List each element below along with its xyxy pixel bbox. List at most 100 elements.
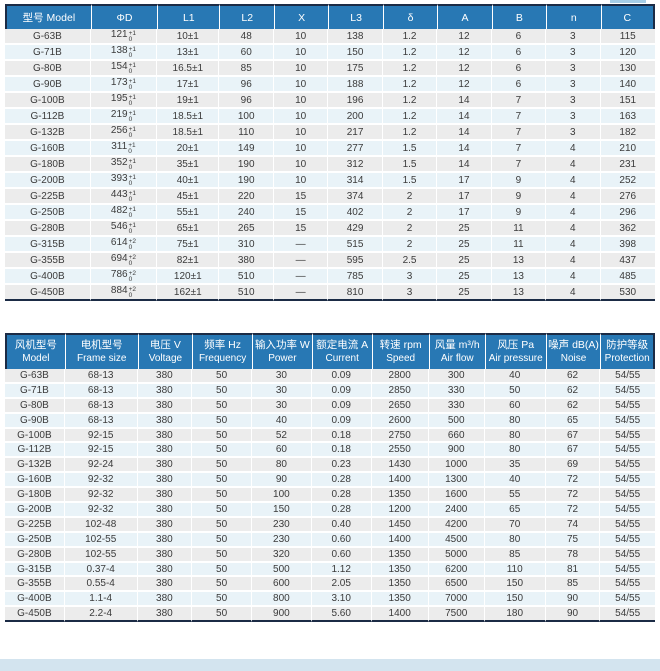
value-cell: 314 [328, 173, 383, 189]
column-header: 噪声 dB(A) Noise [545, 333, 601, 369]
value-cell: 14 [437, 157, 492, 173]
value-cell: 68-13 [64, 383, 138, 399]
table-row: G-63B 121 +1 0 10±1 48 10 138 1.2 12 6 3 115 [5, 29, 655, 45]
tolerance-stack: +1 0 [128, 222, 136, 235]
value-cell: 7 [491, 125, 547, 141]
value-cell: 50 [192, 607, 252, 623]
column-header: 额定电流 A Current [311, 333, 372, 369]
model-cell: G-180B [5, 157, 91, 173]
value-cell: 595 [328, 253, 383, 269]
table-row: G-250B 102-55 380 50 230 0.60 1400 4500 80 75 54/5… [5, 532, 655, 548]
value-cell: 50 [192, 488, 252, 504]
value-cell: 50 [192, 369, 252, 384]
column-header-en: Air flow [440, 353, 474, 364]
value-cell: 6 [491, 77, 547, 93]
value-cell: 150 [484, 592, 546, 608]
value-cell: 4 [546, 237, 601, 253]
value-cell: 48 [219, 29, 274, 45]
value-cell: 50 [192, 428, 252, 444]
value-cell: 90 [251, 473, 312, 489]
value-cell: 10±1 [157, 29, 220, 45]
value-cell: 362 [600, 221, 655, 237]
value-cell: 2550 [371, 443, 429, 459]
value-cell: 100 [251, 488, 312, 504]
value-cell: 92-32 [64, 503, 138, 518]
model-cell: G-315B [5, 562, 65, 578]
value-cell: 380 [137, 473, 193, 489]
table-row: G-450B 2.2-4 380 50 900 5.60 1400 7500 180 90 54/5… [5, 607, 655, 623]
column-header: 转速 rpm Speed [371, 333, 429, 369]
value-cell: 30 [251, 383, 312, 399]
value-cell: 10 [273, 77, 329, 93]
value-cell: 54/55 [600, 503, 655, 518]
tolerance-stack: +1 0 [128, 126, 136, 139]
value-cell: 2.05 [311, 577, 372, 593]
column-header-en: Voltage [148, 353, 183, 364]
fan-performance-section: 风机型号 Model 电机型号 Frame size 电压 V Voltage 频率 Hz F… [5, 333, 655, 623]
value-cell: 4200 [428, 517, 485, 533]
value-cell: 65 [545, 413, 601, 429]
column-header-zh: 风量 m³/h [434, 339, 480, 351]
value-cell: 163 [600, 109, 655, 125]
value-cell: 310 [219, 237, 274, 253]
value-cell: 54/55 [600, 488, 655, 504]
column-header-en: Power [268, 353, 297, 364]
table-row: G-71B 138 +1 0 13±1 60 10 150 1.2 12 6 3 120 [5, 45, 655, 61]
value-cell: 12 [437, 45, 492, 61]
value-cell: 50 [192, 532, 252, 548]
value-cell: 3 [546, 77, 601, 93]
value-cell: 4 [546, 205, 601, 221]
table-row: G-100B 195 +1 0 19±1 96 10 196 1.2 14 7 3 151 [5, 93, 655, 109]
model-cell: G-315B [5, 237, 91, 253]
column-header: 电机型号 Frame size [64, 333, 138, 369]
value-cell: 10 [273, 93, 329, 109]
dimensions-table-body: G-63B 121 +1 0 10±1 48 10 138 1.2 12 6 3 115 G-71B 138… [5, 29, 655, 301]
value-cell: 2400 [428, 503, 485, 518]
table-row: G-100B 92-15 380 50 52 0.18 2750 660 80 67 54/55 [5, 428, 655, 444]
table-row: G-160B 311 +1 0 20±1 149 10 277 1.5 14 7 4 210 [5, 141, 655, 157]
value-cell: 4 [546, 157, 601, 173]
table-row: G-160B 92-32 380 50 90 0.28 1400 1300 40 72 54/55 [5, 473, 655, 489]
value-cell: 54/55 [600, 398, 655, 414]
column-header: L2 [219, 4, 274, 29]
value-cell: 52 [251, 428, 312, 444]
value-cell: 785 [328, 269, 383, 285]
value-cell: 510 [219, 269, 274, 285]
value-cell: 80 [484, 443, 546, 459]
value-cell: 121 +1 0 [90, 29, 158, 45]
value-cell: 102-55 [64, 532, 138, 548]
model-cell: G-450B [5, 607, 65, 623]
tolerance-stack: +1 0 [128, 206, 136, 219]
value-cell: 50 [192, 562, 252, 578]
model-cell: G-63B [5, 369, 65, 384]
value-cell: 10 [273, 29, 329, 45]
value-cell: — [273, 253, 329, 269]
value-cell: 50 [192, 383, 252, 399]
table-row: G-315B 614 +2 0 75±1 310—515 2 25 11 4 398 [5, 237, 655, 253]
value-cell: 3 [546, 93, 601, 109]
value-cell: 0.09 [311, 398, 372, 414]
value-cell: 0.40 [311, 517, 372, 533]
model-cell: G-355B [5, 253, 91, 269]
value-cell: 92-32 [64, 473, 138, 489]
column-header: n [546, 4, 601, 29]
value-cell: 96 [219, 77, 274, 93]
value-cell: 2800 [371, 369, 429, 384]
model-cell: G-400B [5, 592, 65, 608]
value-cell: 65 [484, 503, 546, 518]
value-cell: 25 [437, 237, 492, 253]
value-cell: 296 [600, 205, 655, 221]
value-cell: 40 [484, 473, 546, 489]
tolerance-stack: +2 0 [128, 254, 136, 267]
value-cell: 240 [219, 205, 274, 221]
value-cell: 6 [491, 45, 547, 61]
value-cell: 92-24 [64, 458, 138, 474]
value-cell: 78 [545, 547, 601, 563]
table-row: G-112B 219 +1 0 18.5±1 100 10 200 1.2 14 7 3 163 [5, 109, 655, 125]
value-cell: 60 [484, 398, 546, 414]
value-cell: 311 +1 0 [90, 141, 158, 157]
column-header: 型号 Model [5, 4, 91, 29]
value-cell: 85 [219, 61, 274, 77]
value-cell: 92-32 [64, 488, 138, 504]
